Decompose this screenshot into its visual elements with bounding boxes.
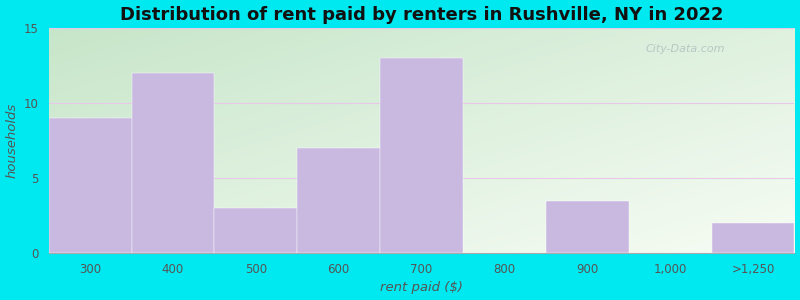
Bar bbox=[49, 118, 131, 253]
Y-axis label: households: households bbox=[6, 103, 18, 178]
Bar bbox=[298, 148, 380, 253]
Bar bbox=[546, 201, 629, 253]
Bar bbox=[214, 208, 298, 253]
Title: Distribution of rent paid by renters in Rushville, NY in 2022: Distribution of rent paid by renters in … bbox=[120, 6, 723, 24]
Bar bbox=[711, 223, 794, 253]
Bar bbox=[131, 73, 214, 253]
Bar bbox=[380, 58, 463, 253]
X-axis label: rent paid ($): rent paid ($) bbox=[380, 281, 463, 294]
Text: City-Data.com: City-Data.com bbox=[646, 44, 725, 54]
